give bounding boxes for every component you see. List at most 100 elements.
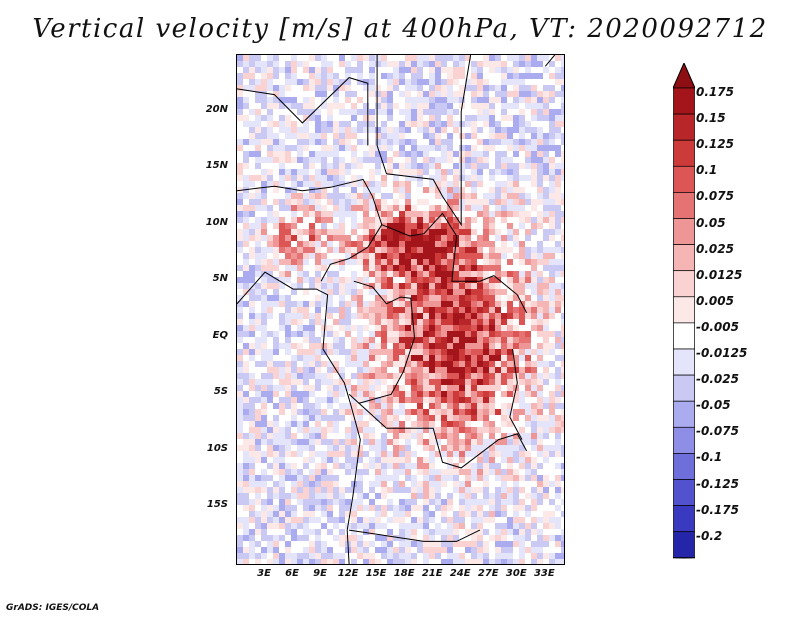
field-cell	[555, 193, 561, 199]
field-cell	[471, 139, 477, 145]
field-cell	[315, 85, 321, 91]
field-cell	[561, 163, 564, 169]
field-cell	[369, 343, 375, 349]
field-cell	[501, 121, 507, 127]
field-cell	[513, 109, 519, 115]
field-cell	[345, 145, 351, 151]
field-cell	[405, 283, 411, 289]
field-cell	[453, 295, 459, 301]
field-cell	[477, 85, 483, 91]
field-cell	[519, 373, 525, 379]
field-cell	[273, 283, 279, 289]
field-cell	[483, 199, 489, 205]
field-cell	[381, 277, 387, 283]
field-cell	[333, 355, 339, 361]
field-cell	[555, 289, 561, 295]
field-cell	[471, 541, 477, 547]
field-cell	[417, 211, 423, 217]
field-cell	[285, 247, 291, 253]
field-cell	[363, 421, 369, 427]
field-cell	[453, 475, 459, 481]
field-cell	[285, 475, 291, 481]
field-cell	[465, 121, 471, 127]
field-cell	[525, 367, 531, 373]
field-cell	[501, 205, 507, 211]
colorbar-swatch	[673, 218, 695, 245]
field-cell	[453, 223, 459, 229]
field-cell	[435, 553, 441, 559]
field-cell	[297, 211, 303, 217]
field-cell	[537, 295, 543, 301]
field-cell	[345, 235, 351, 241]
field-cell	[459, 193, 465, 199]
field-cell	[531, 127, 537, 133]
field-cell	[381, 379, 387, 385]
field-cell	[357, 481, 363, 487]
field-cell	[327, 415, 333, 421]
field-cell	[327, 481, 333, 487]
field-cell	[273, 457, 279, 463]
field-cell	[309, 325, 315, 331]
field-cell	[447, 253, 453, 259]
field-cell	[375, 475, 381, 481]
field-cell	[303, 109, 309, 115]
field-cell	[393, 445, 399, 451]
field-cell	[537, 205, 543, 211]
field-cell	[465, 331, 471, 337]
field-cell	[471, 109, 477, 115]
field-cell	[465, 235, 471, 241]
field-cell	[417, 85, 423, 91]
field-cell	[513, 343, 519, 349]
field-cell	[543, 559, 549, 564]
field-cell	[381, 121, 387, 127]
field-cell	[363, 337, 369, 343]
colorbar-top-arrow	[673, 63, 695, 89]
field-cell	[477, 553, 483, 559]
field-cell	[303, 457, 309, 463]
field-cell	[387, 463, 393, 469]
field-cell	[261, 517, 267, 523]
field-cell	[513, 247, 519, 253]
field-cell	[489, 163, 495, 169]
field-cell	[561, 181, 564, 187]
field-cell	[267, 331, 273, 337]
field-cell	[549, 397, 555, 403]
field-cell	[471, 259, 477, 265]
field-cell	[549, 523, 555, 529]
field-cell	[255, 73, 261, 79]
field-cell	[543, 181, 549, 187]
field-cell	[483, 313, 489, 319]
field-cell	[423, 277, 429, 283]
field-cell	[531, 301, 537, 307]
field-cell	[351, 475, 357, 481]
field-cell	[405, 217, 411, 223]
field-cell	[507, 457, 513, 463]
field-cell	[357, 307, 363, 313]
field-cell	[537, 385, 543, 391]
field-cell	[291, 331, 297, 337]
field-cell	[543, 535, 549, 541]
field-cell	[285, 205, 291, 211]
field-cell	[273, 415, 279, 421]
field-cell	[561, 133, 564, 139]
field-cell	[285, 547, 291, 553]
field-cell	[387, 451, 393, 457]
field-cell	[261, 73, 267, 79]
field-cell	[417, 529, 423, 535]
field-cell	[459, 481, 465, 487]
field-cell	[363, 115, 369, 121]
field-cell	[369, 181, 375, 187]
field-cell	[561, 433, 564, 439]
field-cell	[465, 271, 471, 277]
field-cell	[405, 163, 411, 169]
field-cell	[357, 133, 363, 139]
field-cell	[423, 499, 429, 505]
field-cell	[291, 367, 297, 373]
field-cell	[477, 133, 483, 139]
field-cell	[393, 211, 399, 217]
field-cell	[501, 331, 507, 337]
field-cell	[375, 103, 381, 109]
field-cell	[519, 73, 525, 79]
field-cell	[393, 517, 399, 523]
field-cell	[249, 433, 255, 439]
